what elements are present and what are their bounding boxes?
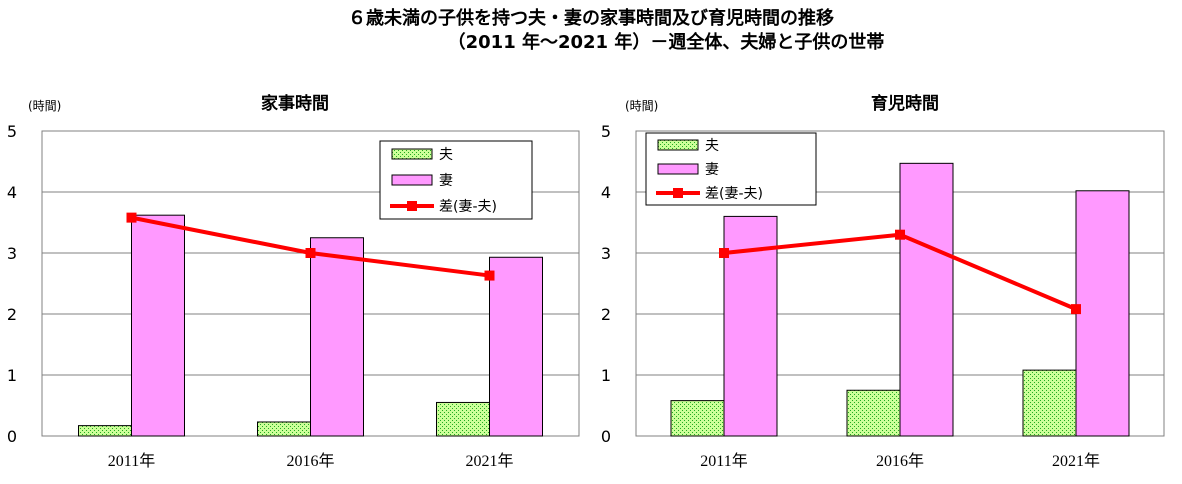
difference-point (305, 248, 316, 258)
x-tick-label: 2021年 (1052, 452, 1100, 470)
y-tick-label: 2 (601, 305, 611, 324)
bar-wife (489, 256, 543, 437)
y-tick-label: 2 (7, 305, 17, 324)
bar-wife (1075, 190, 1130, 437)
chart-1: 家事時間 (時間) 0 1 2 3 4 5 2011年 2016年 2021年 夫妻差(妻-夫) (7, 93, 580, 470)
bar-husband (1022, 369, 1077, 437)
y-tick-label: 0 (601, 427, 611, 446)
y-tick-label: 4 (601, 183, 611, 202)
chart-2: 育児時間 (時間) 0 1 2 3 4 5 2011年 2016年 2021年 夫妻差(妻-夫) (601, 93, 1165, 470)
difference-point (126, 212, 137, 223)
difference-point (895, 229, 905, 240)
bar-husband (670, 400, 725, 437)
y-tick-label: 5 (601, 122, 611, 141)
bar-husband (846, 389, 901, 437)
x-tick-label: 2011年 (108, 452, 155, 470)
y-tick-label: 3 (7, 244, 17, 263)
difference-point (484, 270, 495, 281)
legend-swatch-husband (391, 148, 433, 160)
legend: 夫妻差(妻-夫) (645, 132, 817, 206)
legend-swatch-wife (391, 174, 433, 186)
legend-label: 差(妻-夫) (705, 186, 763, 202)
x-tick-label: 2011年 (700, 452, 747, 470)
y-tick-label: 5 (7, 122, 17, 141)
legend-swatch-husband (657, 139, 699, 151)
legend-marker-difference (673, 188, 683, 198)
y-tick-label: 3 (601, 244, 611, 263)
legend-swatch-wife (657, 163, 699, 175)
figure-subtitle: （2011 年～2021 年）－週全体、夫婦と子供の世帯 (447, 32, 885, 53)
legend-label: 妻 (705, 162, 719, 178)
bar-husband (257, 421, 311, 437)
x-tick-label: 2021年 (465, 452, 513, 470)
bar-wife (131, 214, 185, 437)
legend-label: 夫 (439, 147, 453, 163)
x-tick-label: 2016年 (286, 452, 334, 470)
legend-label: 妻 (439, 173, 453, 189)
unit-label: (時間) (625, 99, 658, 113)
difference-point (1071, 304, 1081, 315)
bar-wife (899, 162, 954, 437)
legend-label: 夫 (705, 138, 719, 154)
bar-wife (310, 237, 364, 437)
y-tick-label: 1 (601, 366, 611, 385)
difference-point (719, 248, 729, 258)
y-tick-label: 0 (7, 427, 17, 446)
chart-title: 家事時間 (261, 93, 329, 114)
legend-label: 差(妻-夫) (439, 199, 497, 215)
figure-title: ６歳未満の子供を持つ夫・妻の家事時間及び育児時間の推移 (348, 8, 834, 29)
x-tick-label: 2016年 (876, 452, 924, 470)
chart-title: 育児時間 (871, 93, 939, 114)
bar-husband (436, 401, 490, 437)
legend: 夫妻差(妻-夫) (379, 140, 533, 220)
unit-label: (時間) (28, 99, 61, 113)
legend-marker-difference (407, 201, 417, 211)
y-tick-label: 1 (7, 366, 17, 385)
bar-husband (78, 425, 132, 437)
y-tick-label: 4 (7, 183, 17, 202)
